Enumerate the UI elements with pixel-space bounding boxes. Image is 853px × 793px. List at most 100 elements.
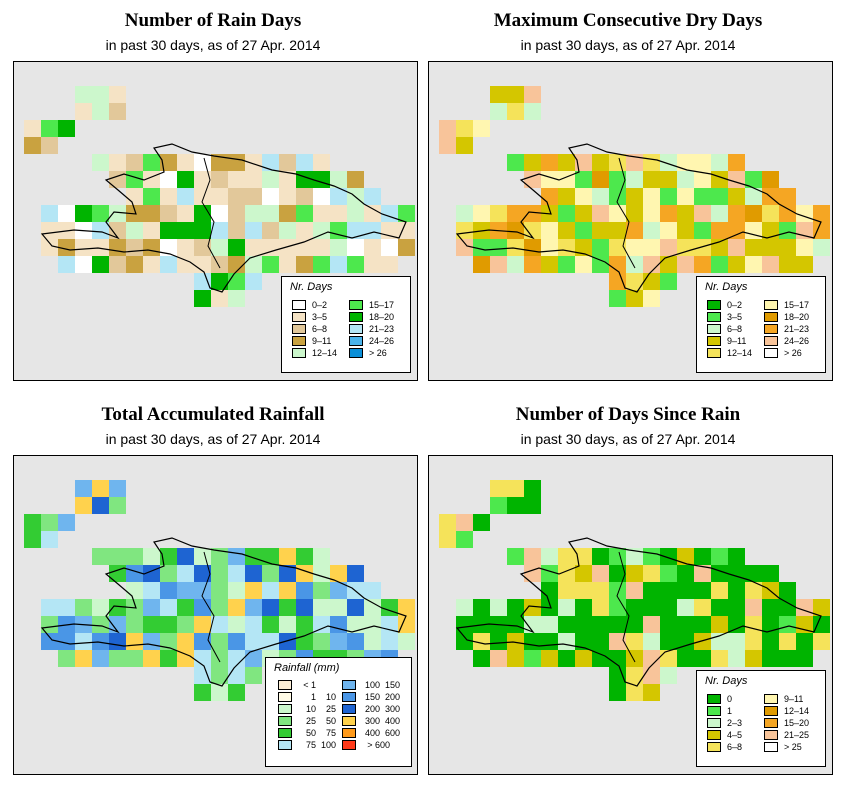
grid-cell: [456, 222, 473, 239]
legend-item: 0: [707, 692, 732, 704]
grid-cell: [245, 650, 262, 667]
grid-cell: [507, 497, 524, 514]
grid-cell: [296, 154, 313, 171]
grid-cell: [58, 239, 75, 256]
grid-cell: [694, 205, 711, 222]
map: Nr. Days 0–2 3–5 6–8 9–11 12–14 15–17 18…: [428, 61, 833, 381]
grid-cell: [677, 616, 694, 633]
grid-cell: [347, 633, 364, 650]
grid-cell: [643, 239, 660, 256]
grid-cell: [194, 616, 211, 633]
panel-days-since-rain: Number of Days Since Rain in past 30 day…: [415, 394, 841, 790]
legend-item: 9–11: [292, 334, 331, 346]
grid-cell: [728, 205, 745, 222]
grid-cell: [490, 497, 507, 514]
legend-swatch: [764, 311, 778, 322]
grid-cell: [109, 633, 126, 650]
grid-cell: [745, 582, 762, 599]
legend-swatch: [764, 347, 778, 358]
legend-label: 2–3: [727, 717, 743, 728]
grid-cell: [507, 222, 524, 239]
legend-swatch: [349, 323, 363, 334]
grid-cell: [245, 171, 262, 188]
legend-swatch: [349, 299, 363, 310]
grid-cell: [279, 582, 296, 599]
grid-cell: [762, 256, 779, 273]
grid-cell: [694, 599, 711, 616]
island-outline: [455, 143, 822, 293]
legend-swatch: [707, 311, 721, 322]
grid-cell: [677, 222, 694, 239]
grid-cell: [473, 599, 490, 616]
grid-cell: [160, 256, 177, 273]
legend-item: 21–23: [349, 322, 394, 334]
grid-cell: [541, 188, 558, 205]
grid-cell: [439, 120, 456, 137]
grid-cell: [313, 565, 330, 582]
grid-cell: [796, 650, 813, 667]
legend-item: > 26: [764, 346, 802, 358]
legend-label: 300: [384, 703, 400, 714]
legend-swatch: [342, 715, 356, 726]
grid-cell: [507, 480, 524, 497]
grid-cell: [330, 171, 347, 188]
legend-swatch: [764, 323, 778, 334]
grid-cell: [228, 205, 245, 222]
grid-cell: [109, 205, 126, 222]
grid-cell: [160, 548, 177, 565]
legend-label: 100: [364, 679, 380, 690]
grid-cell: [541, 222, 558, 239]
legend-item: 75 100: [278, 738, 336, 750]
grid-cell: [728, 582, 745, 599]
grid-cell: [592, 222, 609, 239]
grid-cell: [330, 633, 347, 650]
legend-label: 10: [325, 691, 336, 702]
grid-cell: [211, 188, 228, 205]
grid-cell: [745, 256, 762, 273]
grid-cell: [490, 633, 507, 650]
grid-cell: [330, 599, 347, 616]
grid-cell: [524, 256, 541, 273]
grid-cell: [626, 565, 643, 582]
grid-cell: [330, 582, 347, 599]
grid-cell: [296, 599, 313, 616]
grid-cell: [762, 205, 779, 222]
grid-cell: [160, 171, 177, 188]
grid-cell: [507, 616, 524, 633]
legend-label: 21–23: [369, 323, 395, 334]
grid-cell: [728, 239, 745, 256]
grid-cell: [558, 650, 575, 667]
grid-cell: [211, 273, 228, 290]
grid-cell: [643, 565, 660, 582]
grid-cell: [711, 154, 728, 171]
grid-cell: [347, 256, 364, 273]
grid-cell: [762, 171, 779, 188]
grid-cell: [160, 650, 177, 667]
grid-cell: [609, 633, 626, 650]
legend-item: 18–20: [349, 310, 394, 322]
grid-cell: [75, 480, 92, 497]
legend-label: 400: [364, 727, 380, 738]
panel-title: Total Accumulated Rainfall: [101, 404, 325, 425]
grid-cell: [745, 616, 762, 633]
panel-title: Maximum Consecutive Dry Days: [493, 10, 763, 31]
grid-cell: [143, 188, 160, 205]
grid-cell: [660, 256, 677, 273]
grid-cell: [92, 633, 109, 650]
grid-cell: [24, 137, 41, 154]
grid-cell: [626, 650, 643, 667]
grid-cell: [398, 222, 415, 239]
grid-cell: [524, 599, 541, 616]
grid-cell: [279, 633, 296, 650]
map-grid: [439, 480, 830, 701]
grid-cell: [660, 222, 677, 239]
grid-cell: [92, 103, 109, 120]
legend-label: 200: [384, 691, 400, 702]
grid-cell: [194, 565, 211, 582]
legend-swatch: [764, 693, 778, 704]
grid-cell: [177, 205, 194, 222]
grid-cell: [609, 188, 626, 205]
grid-cell: [41, 514, 58, 531]
grid-cell: [75, 650, 92, 667]
island-outline: [40, 143, 407, 293]
